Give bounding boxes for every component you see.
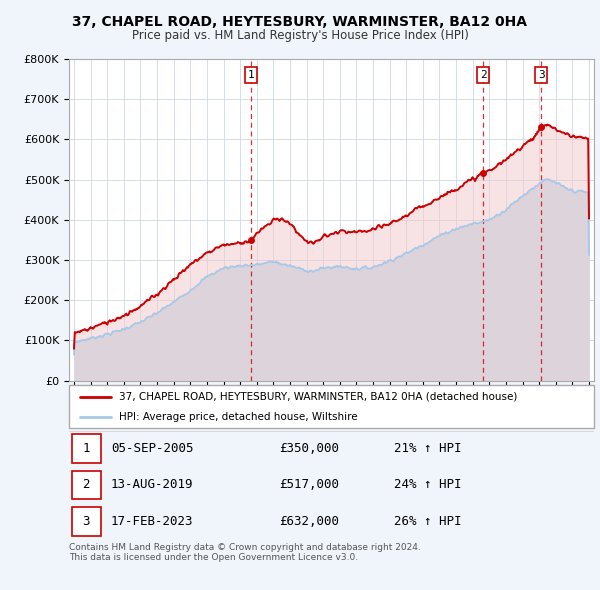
Bar — [71, 507, 101, 536]
Text: HPI: Average price, detached house, Wiltshire: HPI: Average price, detached house, Wilt… — [119, 412, 358, 422]
Text: Contains HM Land Registry data © Crown copyright and database right 2024.
This d: Contains HM Land Registry data © Crown c… — [69, 543, 421, 562]
Text: 37, CHAPEL ROAD, HEYTESBURY, WARMINSTER, BA12 0HA (detached house): 37, CHAPEL ROAD, HEYTESBURY, WARMINSTER,… — [119, 392, 517, 402]
Text: 37, CHAPEL ROAD, HEYTESBURY, WARMINSTER, BA12 0HA: 37, CHAPEL ROAD, HEYTESBURY, WARMINSTER,… — [73, 15, 527, 29]
Text: 3: 3 — [538, 70, 545, 80]
Text: 24% ↑ HPI: 24% ↑ HPI — [395, 478, 462, 491]
Text: £517,000: £517,000 — [279, 478, 339, 491]
Text: £632,000: £632,000 — [279, 515, 339, 528]
Text: 3: 3 — [82, 515, 89, 528]
Text: Price paid vs. HM Land Registry's House Price Index (HPI): Price paid vs. HM Land Registry's House … — [131, 30, 469, 42]
Text: £350,000: £350,000 — [279, 442, 339, 455]
Text: 26% ↑ HPI: 26% ↑ HPI — [395, 515, 462, 528]
Text: 1: 1 — [248, 70, 254, 80]
Text: 21% ↑ HPI: 21% ↑ HPI — [395, 442, 462, 455]
Bar — [71, 471, 101, 499]
Text: 2: 2 — [82, 478, 89, 491]
Text: 1: 1 — [82, 442, 89, 455]
Text: 05-SEP-2005: 05-SEP-2005 — [111, 442, 193, 455]
Bar — [71, 434, 101, 463]
Text: 2: 2 — [479, 70, 487, 80]
Text: 13-AUG-2019: 13-AUG-2019 — [111, 478, 193, 491]
Text: 17-FEB-2023: 17-FEB-2023 — [111, 515, 193, 528]
